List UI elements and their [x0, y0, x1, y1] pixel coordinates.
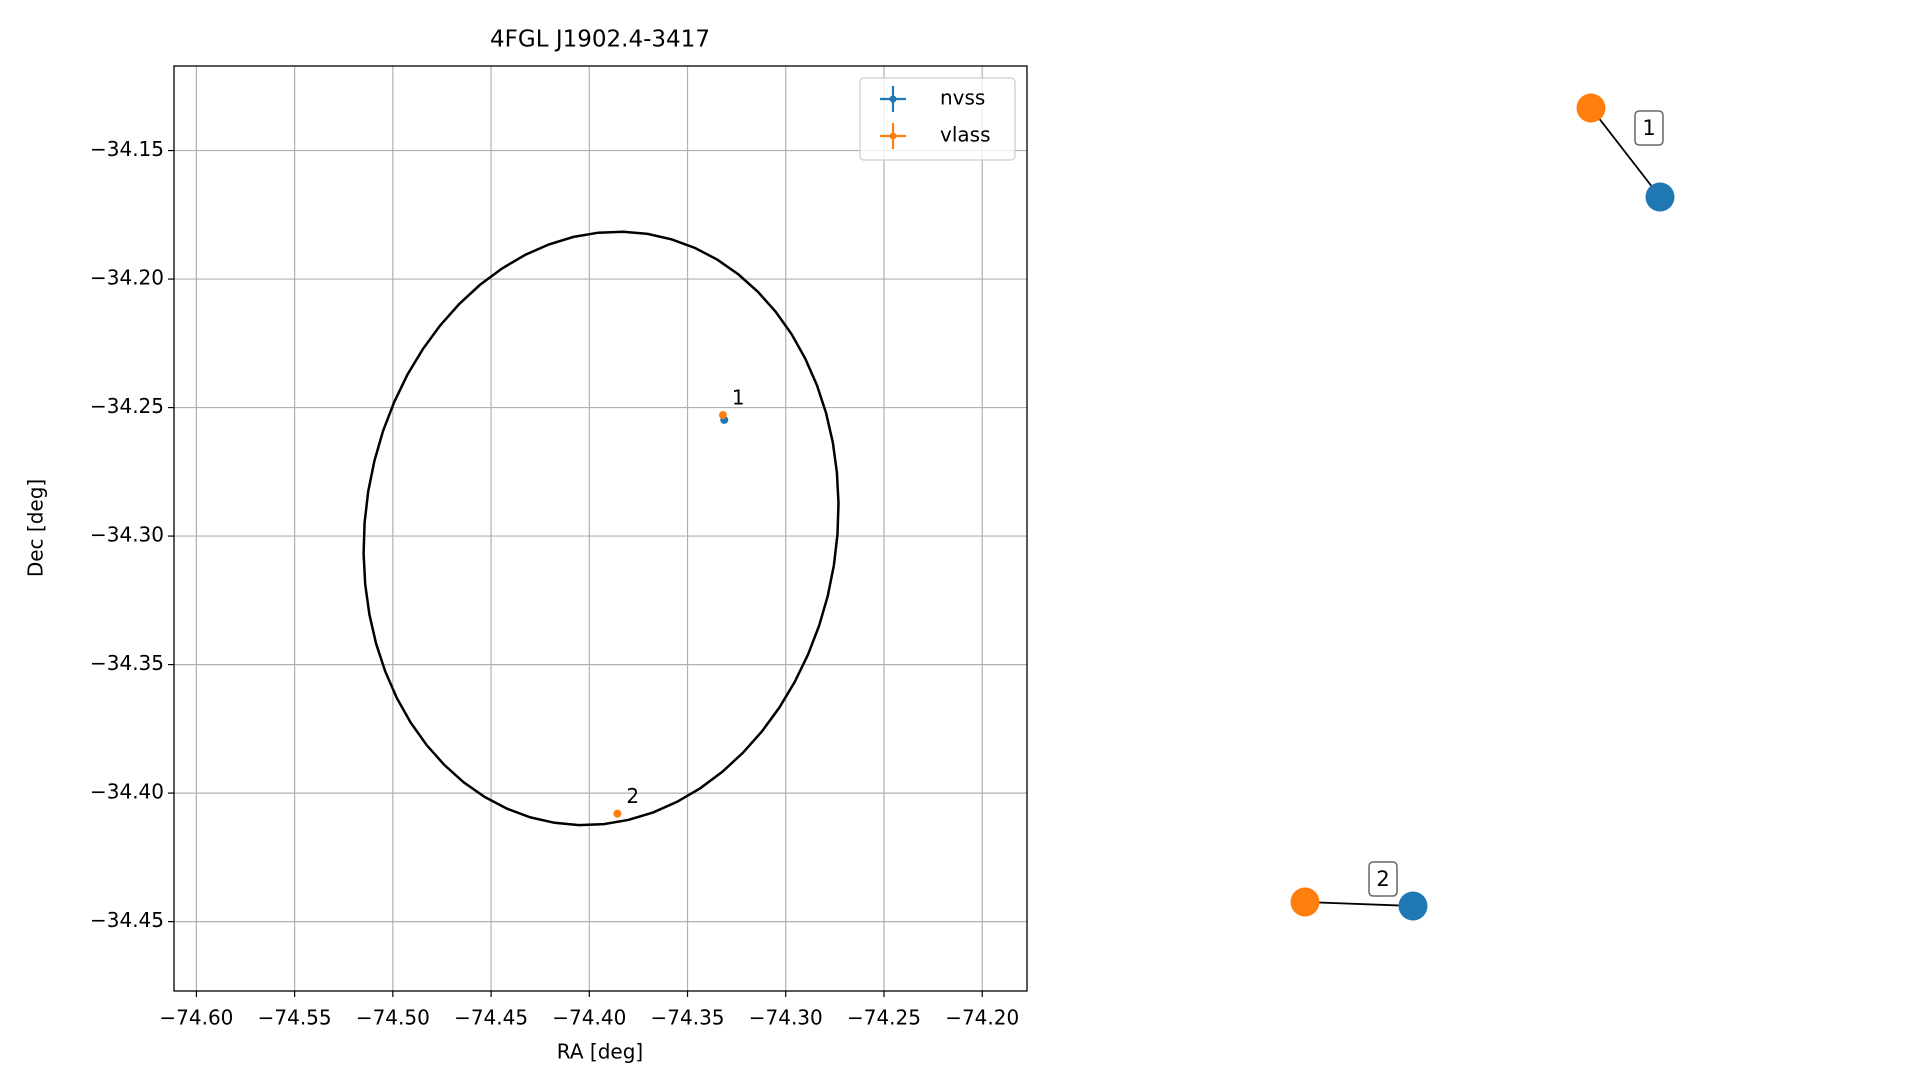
- graph-node: [1645, 182, 1675, 212]
- y-tick-label: −34.25: [90, 394, 164, 418]
- graph-node: [1290, 887, 1320, 917]
- y-tick-label: −34.35: [90, 651, 164, 675]
- x-tick-label: −74.40: [552, 1006, 626, 1030]
- plot-frame: [173, 65, 1028, 992]
- data-point: [718, 411, 727, 420]
- point-label: 2: [626, 784, 639, 808]
- x-tick-label: −74.35: [651, 1006, 725, 1030]
- x-tick-label: −74.60: [159, 1006, 233, 1030]
- point-label: 1: [732, 386, 745, 410]
- edge-label: 2: [1376, 867, 1389, 891]
- x-tick-label: −74.55: [258, 1006, 332, 1030]
- y-tick-label: −34.15: [90, 137, 164, 161]
- x-tick-label: −74.45: [454, 1006, 528, 1030]
- y-tick-label: −34.40: [90, 780, 164, 804]
- y-tick-label: −34.30: [90, 523, 164, 547]
- data-point: [613, 809, 622, 818]
- legend-label: nvss: [940, 86, 985, 110]
- x-tick-label: −74.50: [356, 1006, 430, 1030]
- x-tick-label: −74.20: [945, 1006, 1019, 1030]
- edge-label-box: [1368, 861, 1398, 897]
- graph-edge: [1590, 107, 1661, 198]
- legend-marker: [889, 95, 897, 103]
- chart-title: 4FGL J1902.4-3417: [490, 27, 710, 53]
- legend-label: vlass: [940, 123, 991, 147]
- x-axis-label: RA [deg]: [557, 1040, 643, 1064]
- graph-node: [1576, 93, 1606, 123]
- error-ellipse: [362, 230, 840, 827]
- graph-node: [1398, 891, 1428, 921]
- edge-label-box: [1634, 110, 1664, 146]
- y-tick-label: −34.45: [90, 908, 164, 932]
- x-tick-label: −74.25: [847, 1006, 921, 1030]
- legend-marker: [889, 132, 897, 140]
- legend-box: [859, 77, 1016, 161]
- y-tick-label: −34.20: [90, 266, 164, 290]
- x-tick-label: −74.30: [749, 1006, 823, 1030]
- edge-label: 1: [1642, 116, 1655, 140]
- graph-edge: [1304, 901, 1414, 907]
- y-axis-label: Dec [deg]: [24, 479, 48, 577]
